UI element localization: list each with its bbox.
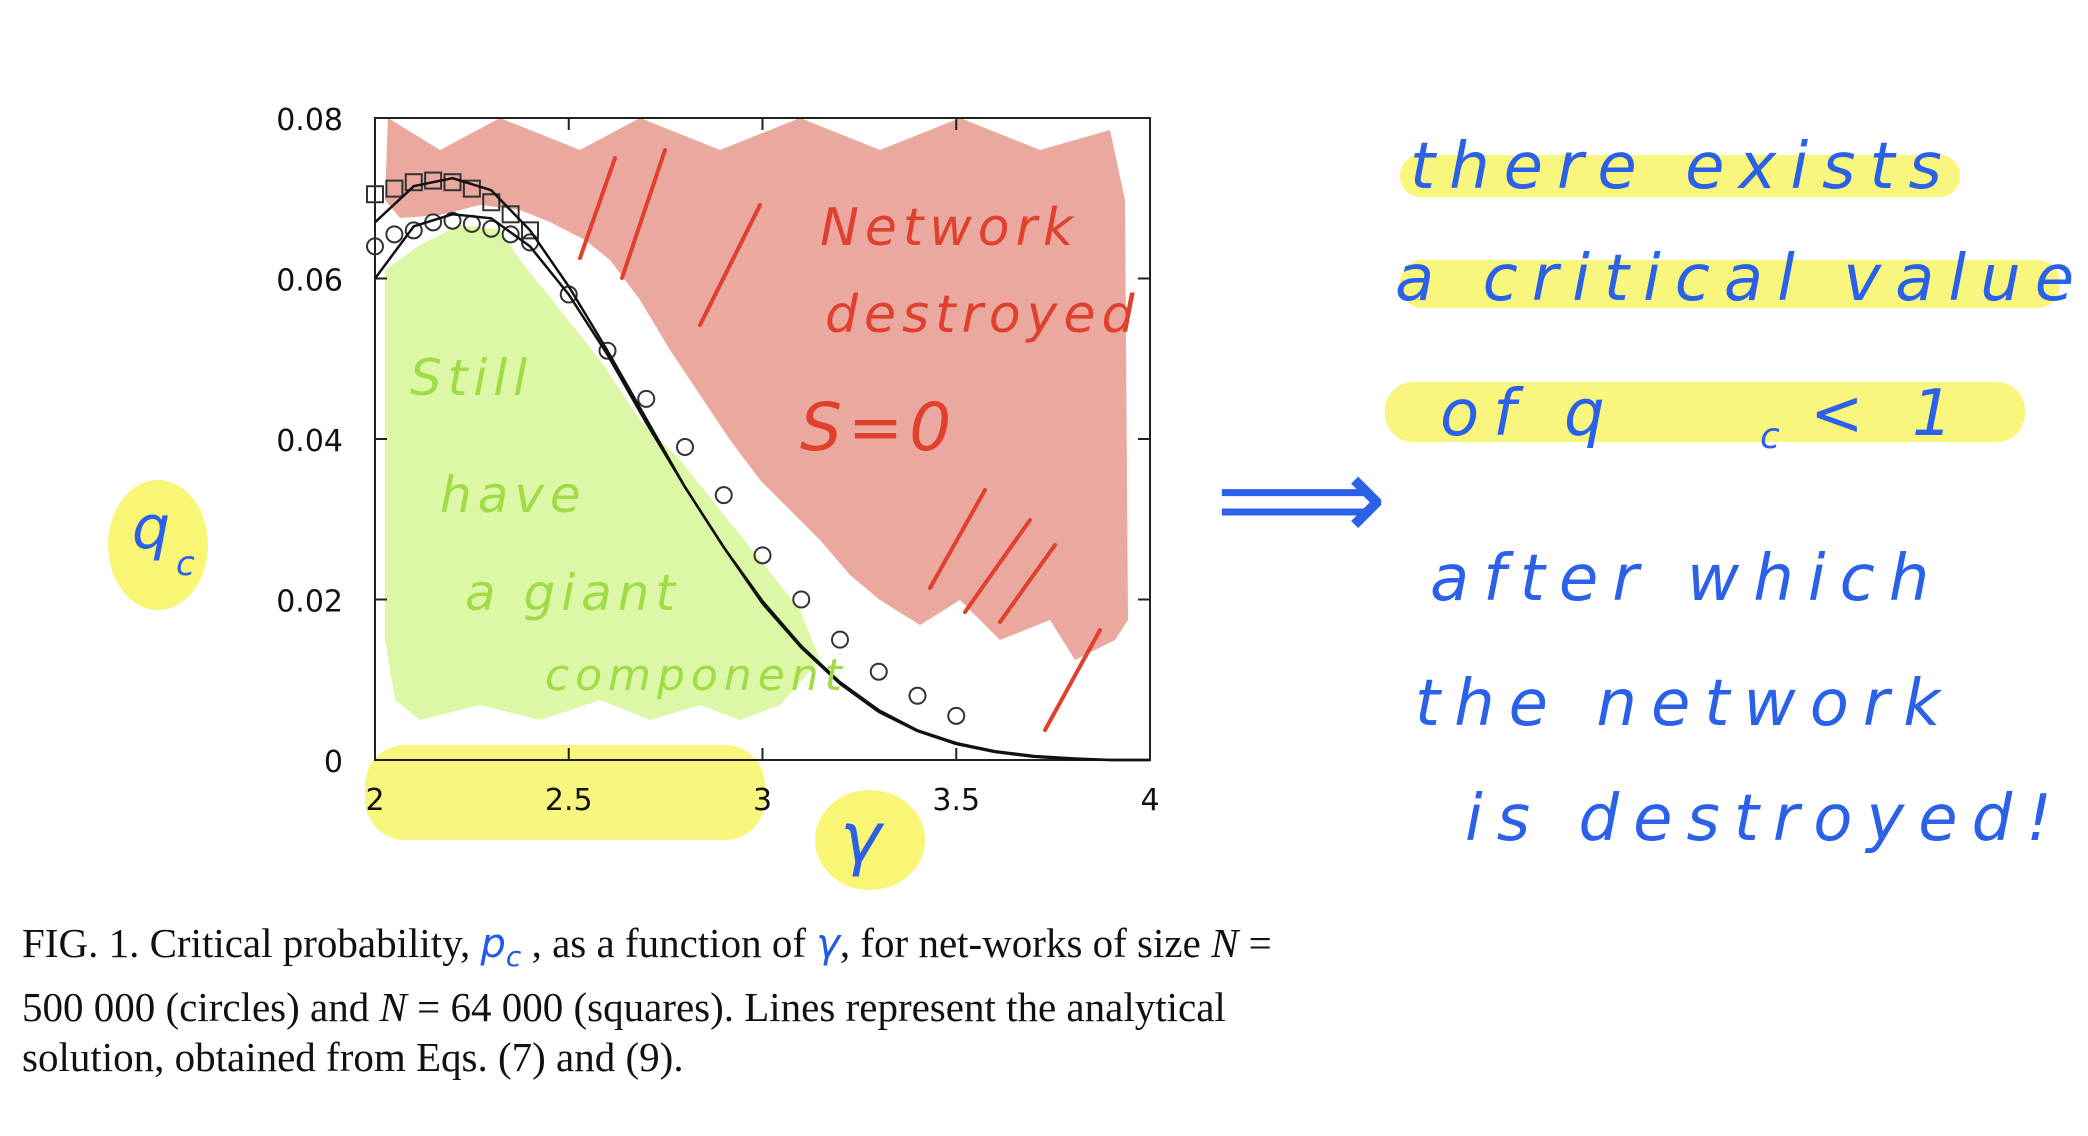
circle-point	[676, 438, 694, 457]
circle-point	[831, 630, 849, 649]
square-point	[521, 221, 539, 240]
xlabel-handwritten: γ	[840, 797, 885, 879]
highlight-note-1	[1400, 155, 1960, 197]
figure-caption: FIG. 1. Critical probability, pc , as a …	[22, 918, 1322, 1082]
note-line-6: is destroyed!	[1465, 782, 2066, 856]
y-tick-label: 0.04	[276, 424, 343, 459]
circle-point	[947, 706, 966, 725]
square-point	[385, 179, 404, 198]
x-tick-label: 4	[1140, 783, 1159, 818]
yellow-highlights	[108, 155, 2060, 890]
ylabel-subscript: c	[176, 544, 195, 584]
giant-component-region	[385, 225, 820, 720]
y-tick-labels: 0 0.02 0.04 0.06 0.08	[276, 103, 343, 780]
circle-point	[385, 225, 404, 244]
note-line-4: after which	[1430, 542, 1943, 616]
green-note-line-4: component	[545, 650, 848, 701]
destroyed-region	[385, 118, 1128, 660]
circle-point	[598, 341, 617, 360]
caption-part-3: , for net-works of size	[839, 920, 1212, 966]
square-point	[482, 193, 501, 212]
square-point	[501, 205, 520, 224]
y-tick-label: 0.06	[276, 264, 343, 299]
caption-part-5: = 64 000 (squares). Lines represent the …	[22, 984, 1226, 1081]
circle-point	[482, 219, 501, 238]
square-point	[462, 179, 481, 198]
highlight-xaxis	[365, 745, 765, 840]
red-hatch-marks	[578, 148, 1102, 732]
note-line-3-subscript: c	[1760, 416, 1780, 457]
square-point	[366, 185, 384, 204]
circle-point	[404, 221, 423, 240]
circle-point	[637, 389, 656, 408]
green-note-line-2: have	[440, 466, 587, 524]
x-tick-labels: 2 2.5 3 3.5 4	[365, 783, 1159, 818]
circle-point	[792, 590, 811, 609]
analytical-curve-3	[373, 213, 1150, 762]
y-tick-label: 0.08	[276, 103, 343, 138]
red-note-line-2: destroyed	[825, 285, 1140, 345]
note-line-1: there exists	[1410, 130, 1956, 204]
x-tick-label: 3	[753, 783, 772, 818]
caption-var-n2: N	[379, 984, 407, 1031]
highlight-ylabel	[108, 480, 208, 610]
y-tick-label: 0	[324, 745, 343, 780]
circle-point	[908, 686, 927, 705]
highlight-xlabel	[815, 790, 925, 890]
green-note-line-3: a giant	[465, 564, 681, 622]
square-point	[404, 173, 423, 192]
red-note-line-1: Network	[820, 198, 1079, 258]
axis-ticks	[374, 117, 1151, 761]
data-series	[366, 171, 1150, 762]
caption-var-n1: N	[1211, 920, 1239, 966]
square-point	[443, 173, 462, 192]
green-note-line-1: Still	[410, 349, 533, 407]
caption-part-1: FIG. 1. Critical probability,	[22, 920, 481, 966]
caption-part-2: , as a function of	[521, 920, 817, 966]
circle-point	[753, 546, 772, 565]
note-line-5: the network	[1415, 667, 1954, 741]
circle-point	[443, 211, 462, 230]
circle-point	[366, 237, 384, 256]
highlight-note-2	[1400, 260, 2060, 308]
note-line-3-rest: < 1	[1810, 377, 1967, 451]
red-note-line-3: S=0	[800, 389, 957, 466]
caption-part-4: = 500 000 (circles) and	[22, 920, 1272, 1031]
caption-handwritten-gamma: γ	[816, 921, 840, 967]
highlight-note-3	[1385, 382, 2025, 442]
y-tick-label: 0.02	[276, 585, 343, 620]
note-line-3: of q	[1440, 377, 1619, 451]
implies-arrow-icon: ⟹	[1215, 430, 1387, 569]
ylabel-handwritten: q	[132, 493, 170, 563]
caption-handwritten-c: c	[505, 940, 522, 974]
x-tick-label: 2	[365, 783, 384, 818]
circle-point	[869, 662, 888, 681]
circle-point	[501, 225, 520, 244]
x-tick-label: 3.5	[932, 783, 980, 818]
x-tick-label: 2.5	[545, 783, 593, 818]
circle-point	[714, 486, 733, 505]
note-line-2: a critical value	[1395, 242, 2088, 316]
caption-handwritten-p: p	[480, 921, 506, 967]
